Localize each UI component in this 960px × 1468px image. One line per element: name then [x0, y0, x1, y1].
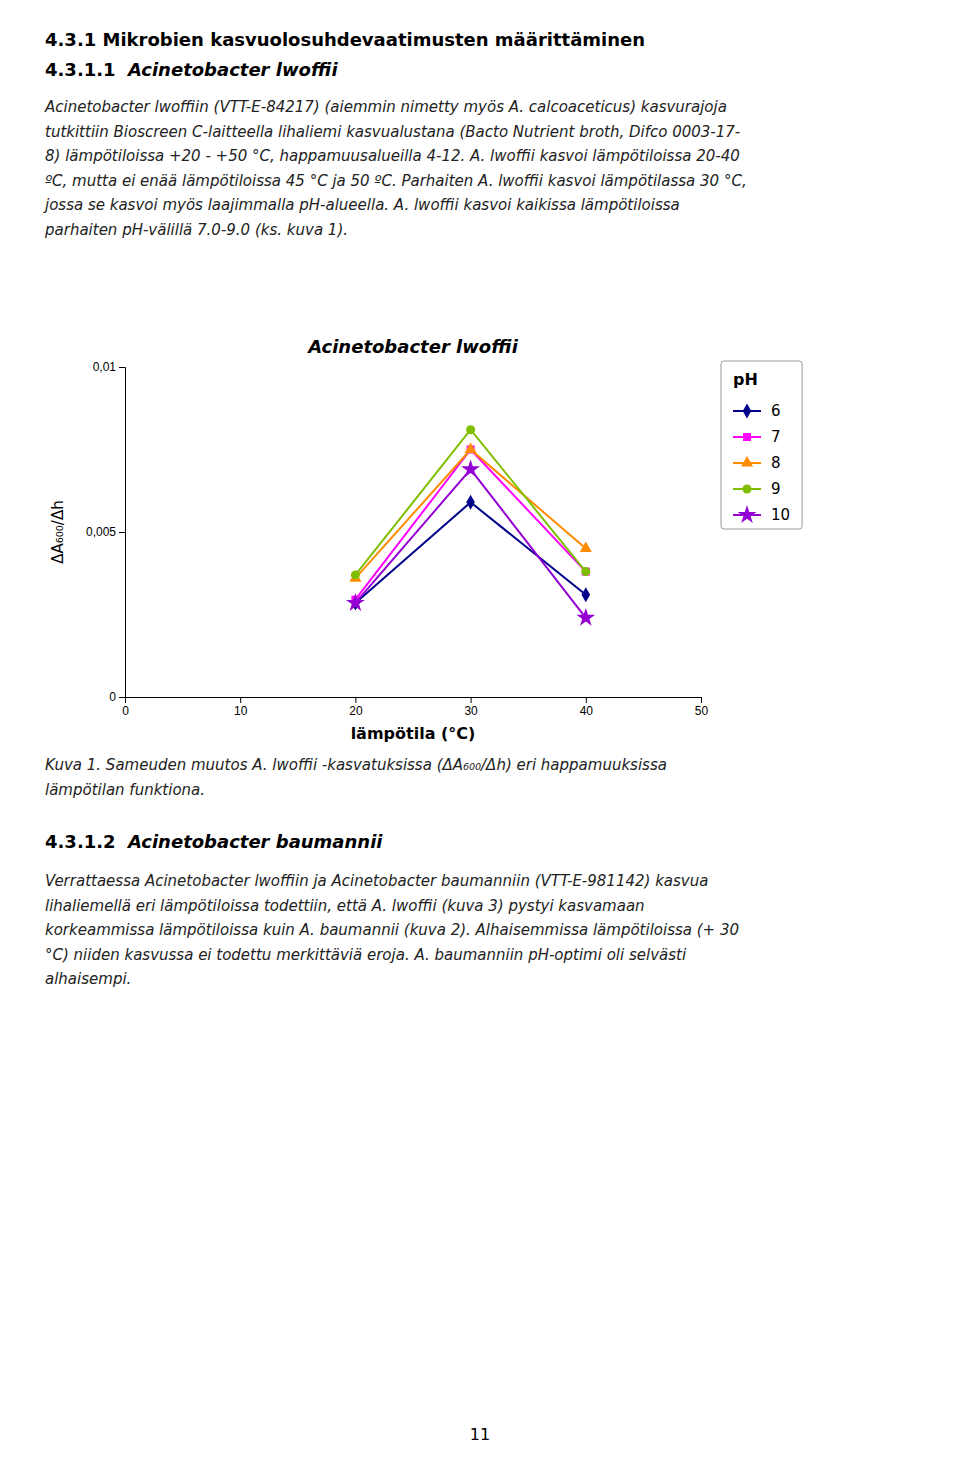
x-axis-line [126, 698, 702, 704]
y-tick-mark [119, 532, 125, 533]
x-tick-label: 20 [349, 704, 363, 718]
legend-swatch-marker [738, 505, 757, 523]
y-tick: 0 [109, 690, 125, 704]
legend-label: 6 [771, 402, 781, 420]
x-tick: 20 [349, 697, 363, 718]
x-tick-label: 0 [122, 704, 129, 718]
series-point [346, 593, 365, 611]
series-point [349, 571, 361, 582]
x-tick: 40 [580, 697, 594, 718]
legend-swatch-marker [743, 433, 751, 441]
legend-entry: 7 [733, 428, 781, 446]
series-line [355, 430, 585, 575]
legend: pH 6 7 8 9 10 [721, 361, 802, 529]
chart-title: Acinetobacter lwoffii [306, 336, 519, 357]
y-axis-title: ΔA₆₀₀/Δh [49, 500, 67, 563]
y-axis: 0 0,005 0,01 [86, 360, 126, 704]
page-number: 11 [470, 1425, 490, 1444]
x-tick-label: 30 [464, 704, 478, 718]
x-tick-mark [240, 697, 241, 703]
series-line [355, 450, 585, 579]
x-tick-mark [701, 697, 702, 703]
figure-caption: Kuva 1. Sameuden muutos A. lwoffii -kasv… [45, 756, 667, 799]
series-point [465, 442, 477, 453]
section-text: Verrattaessa Acinetobacter lwoffiin ja A… [45, 872, 739, 988]
series-point [466, 425, 475, 434]
legend-swatch-marker [743, 404, 752, 419]
y-tick-label: 0,01 [93, 360, 117, 374]
legend-label: 7 [771, 428, 781, 446]
page: 4.3.1 Mikrobien kasvuolosuhdevaatimusten… [0, 0, 960, 1468]
series-point [582, 587, 591, 602]
legend-swatch-marker [742, 484, 751, 493]
series-line [355, 469, 585, 618]
y-tick-label: 0 [109, 690, 116, 704]
legend-label: 8 [771, 454, 781, 472]
x-tick: 0 [122, 697, 129, 718]
y-axis-line [119, 368, 126, 698]
section-text: Acinetobacter lwoffiin (VTT-E-84217) (ai… [43, 98, 747, 239]
legend-entry: 8 [733, 454, 781, 472]
section-number: 4.3.1.2 [45, 831, 122, 852]
x-tick-label: 40 [580, 704, 594, 718]
y-tick-mark [119, 367, 125, 368]
y-tick-label: 0,005 [86, 525, 116, 539]
plot-area [346, 425, 595, 626]
x-tick: 50 [695, 697, 709, 718]
series-point [461, 459, 480, 477]
series-point [582, 568, 590, 576]
y-tick-mark [119, 697, 125, 698]
y-tick: 0,005 [86, 525, 125, 539]
series-point [581, 567, 590, 576]
legend-entry: 6 [733, 402, 781, 420]
series-point [580, 541, 592, 552]
series-line [355, 450, 585, 600]
chart: 0 10 20 30 40 50 0 0,005 0,01 Acinetobacter lwoff… [49, 336, 802, 743]
x-tick: 10 [234, 697, 248, 718]
legend-entry: 9 [733, 480, 781, 498]
section-species: Acinetobacter lwoffii [126, 59, 339, 80]
legend-label: 9 [771, 480, 781, 498]
x-tick-mark [586, 697, 587, 703]
legend-title: pH [733, 370, 758, 389]
series-point [351, 570, 360, 579]
section-number: 4.3.1.1 [45, 59, 122, 80]
legend-box [721, 361, 802, 529]
x-tick-mark [471, 697, 472, 703]
x-tick: 30 [464, 697, 478, 718]
series-line [355, 502, 585, 603]
series-point [576, 608, 595, 626]
page-heading: 4.3.1 Mikrobien kasvuolosuhdevaatimusten… [45, 29, 645, 50]
x-axis: 0 10 20 30 40 50 [122, 697, 708, 718]
y-tick: 0,01 [93, 360, 125, 374]
legend-swatch-marker [741, 456, 753, 467]
section-species: Acinetobacter baumannii [126, 831, 383, 852]
series-point [466, 495, 475, 510]
legend-label: 10 [771, 506, 790, 524]
x-tick-label: 50 [695, 704, 709, 718]
x-tick-mark [355, 697, 356, 703]
x-axis-title: lämpötila (°C) [351, 724, 476, 743]
x-tick-label: 10 [234, 704, 248, 718]
legend-entry: 10 [733, 505, 790, 524]
